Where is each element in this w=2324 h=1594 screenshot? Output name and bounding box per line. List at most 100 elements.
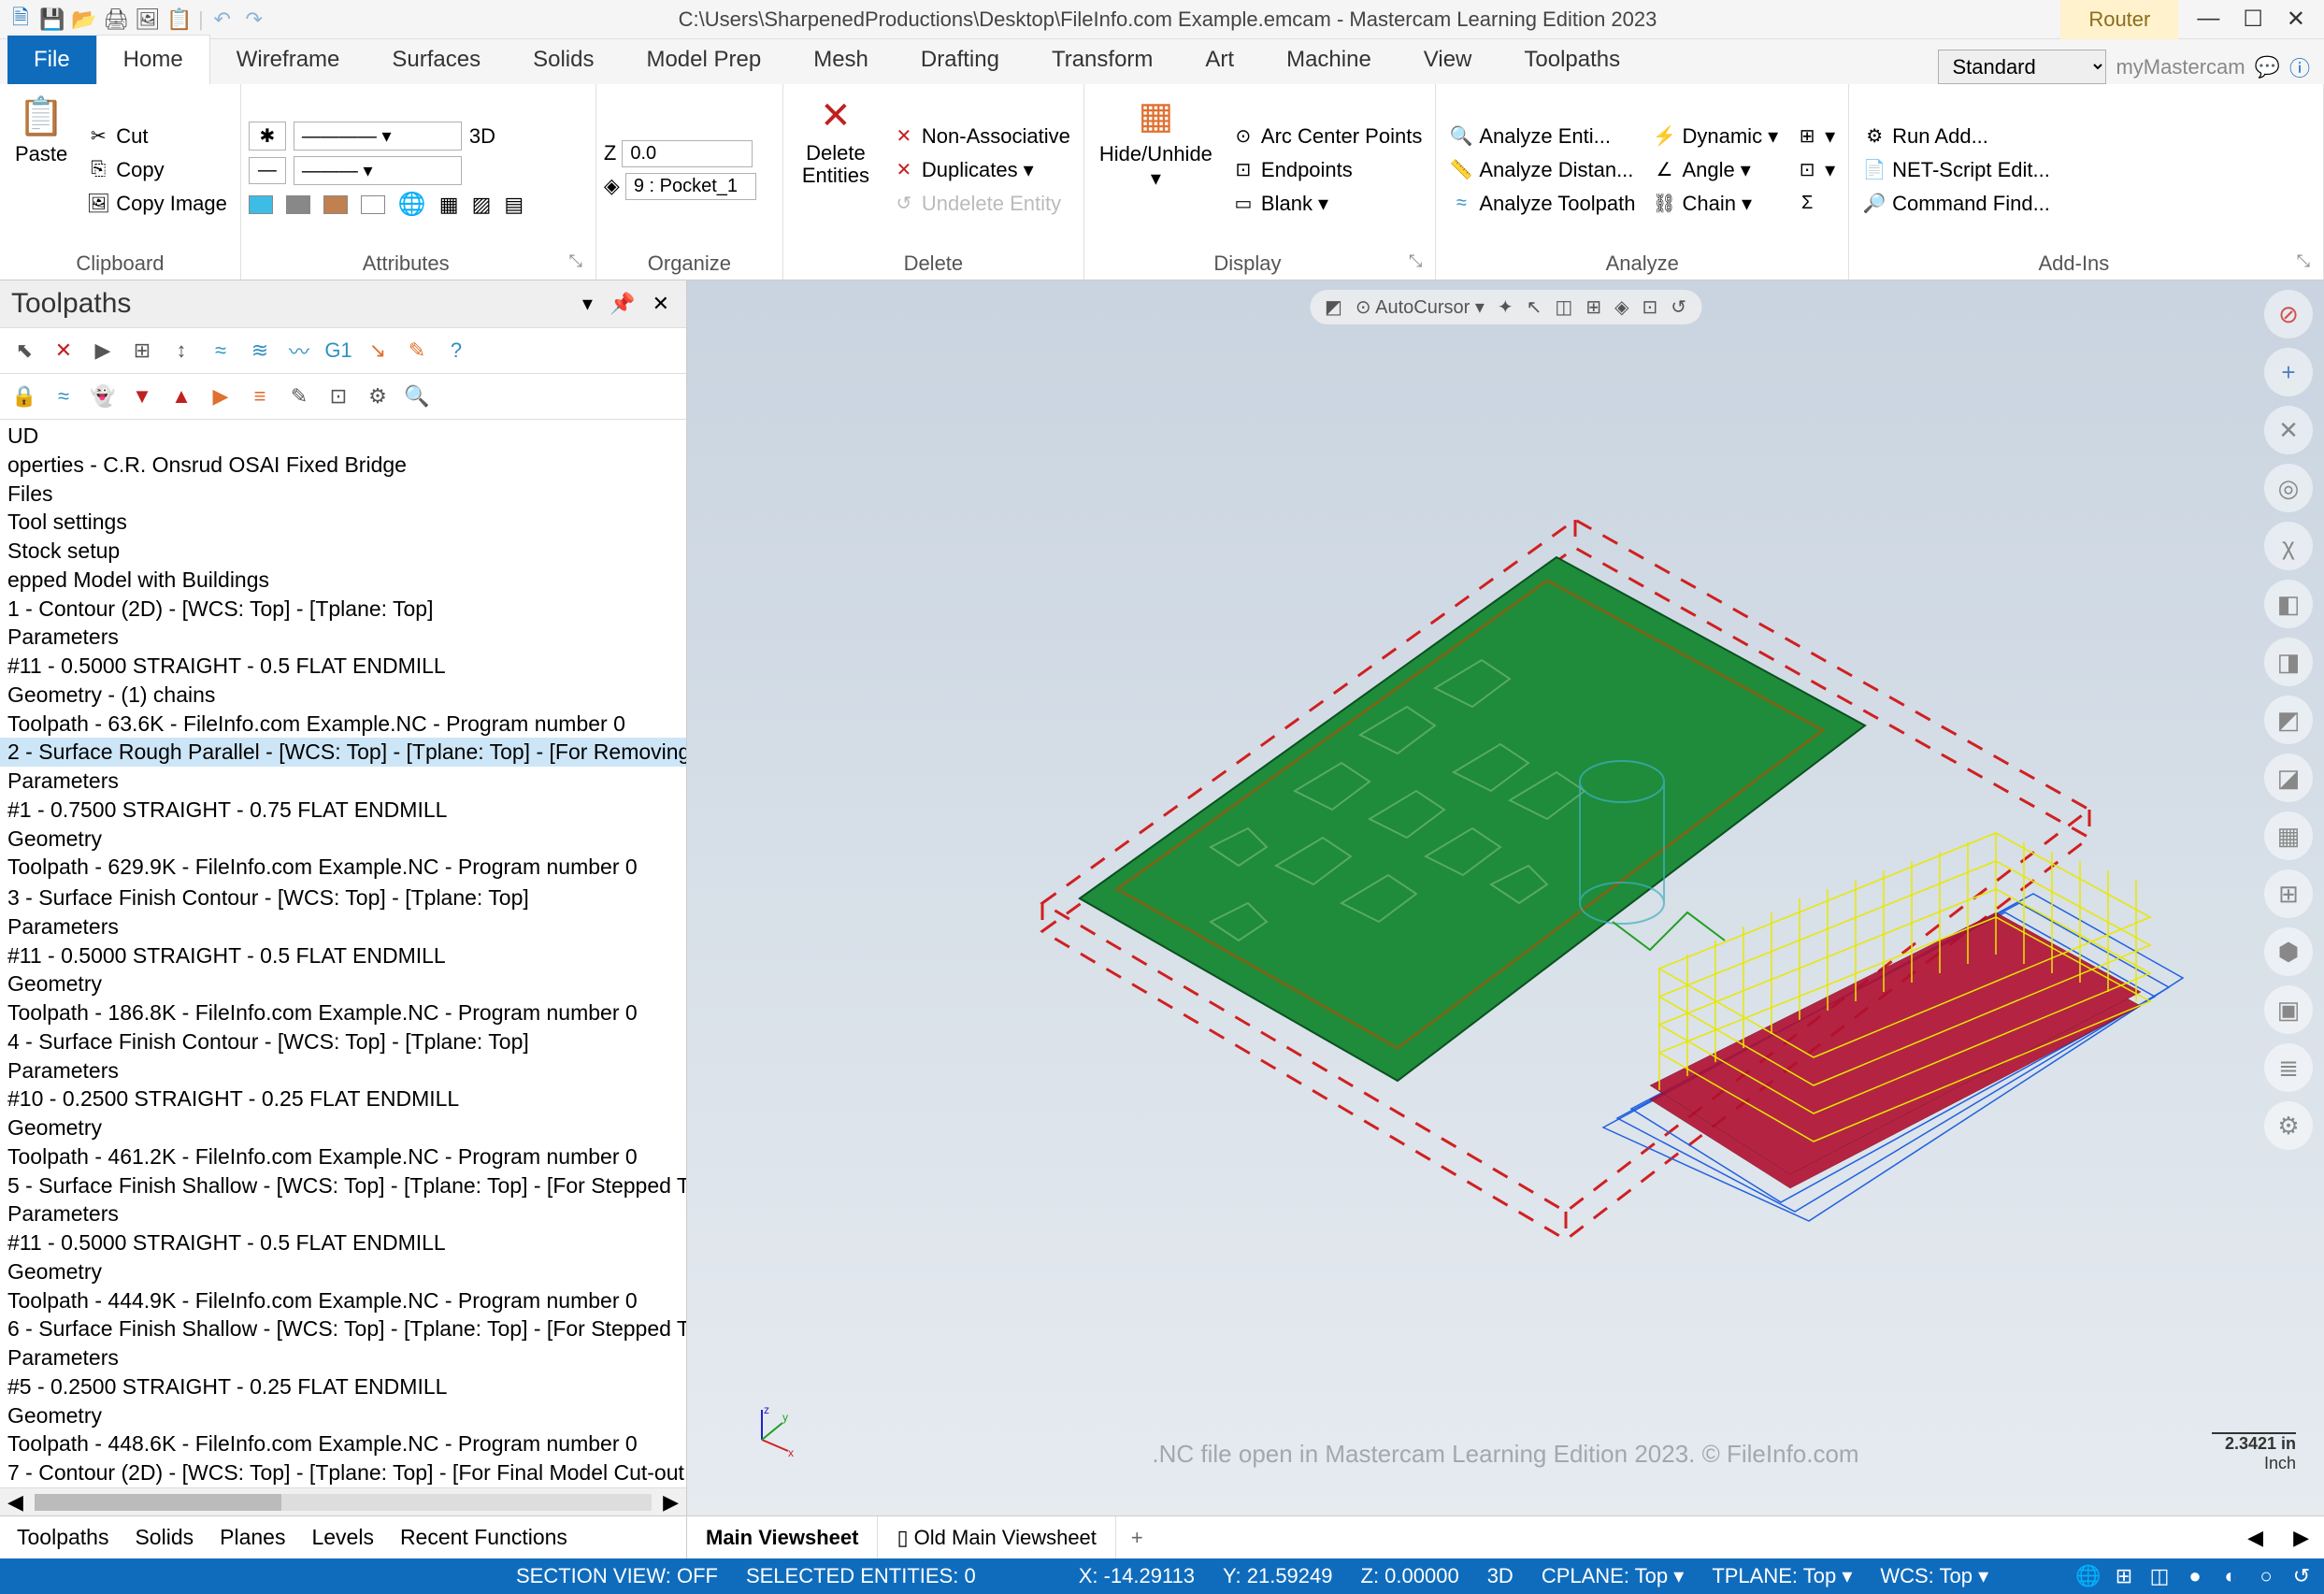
tab-view[interactable]: View xyxy=(1398,36,1499,84)
tp-tool-feed[interactable]: ✎ xyxy=(402,336,432,366)
tree-row[interactable]: Parameters xyxy=(0,1199,686,1228)
tree-row[interactable]: Parameters xyxy=(0,912,686,941)
attr-icon-3[interactable]: ▤ xyxy=(504,193,524,217)
analyze-chain-button[interactable]: ⛓Chain ▾ xyxy=(1647,188,1785,220)
tree-row[interactable]: 5 - Surface Finish Shallow - [WCS: Top] … xyxy=(0,1171,686,1200)
analyze-extra-2[interactable]: ⊡▾ xyxy=(1789,154,1841,186)
color-swatch-3[interactable] xyxy=(323,195,348,214)
open-icon[interactable]: 📂 xyxy=(71,7,97,33)
tab-wireframe[interactable]: Wireframe xyxy=(210,36,366,84)
tree-row[interactable]: Files xyxy=(0,480,686,509)
tree-row[interactable]: Toolpath - 461.2K - FileInfo.com Example… xyxy=(0,1142,686,1171)
tp-tool-adv2[interactable]: 🔍 xyxy=(402,381,432,411)
tree-row[interactable]: 3 - Surface Finish Contour - [WCS: Top] … xyxy=(0,883,686,912)
tab-mesh[interactable]: Mesh xyxy=(787,36,895,84)
print-icon[interactable]: 🖨 xyxy=(103,7,129,33)
hide-unhide-button[interactable]: ▦ Hide/Unhide ▾ xyxy=(1092,90,1220,250)
tree-row[interactable]: UD xyxy=(0,422,686,451)
attr-icon-2[interactable]: ▨ xyxy=(472,193,492,217)
viewsheet-add[interactable]: + xyxy=(1116,1516,1158,1558)
viewport[interactable]: ◩ ⊙ AutoCursor ▾ ✦ ↖ ◫ ⊞ ◈ ⊡ ↺ ⊘ + ✕ ◎ χ… xyxy=(687,280,2324,1515)
attr-icon-1[interactable]: ▦ xyxy=(439,193,459,217)
tp-tool-select[interactable]: ⬉ xyxy=(9,336,39,366)
status-cplane[interactable]: CPLANE: Top ▾ xyxy=(1542,1564,1685,1588)
tp-tool-misc[interactable]: ⊡ xyxy=(323,381,353,411)
redo-icon[interactable]: ↷ xyxy=(241,7,267,33)
tp-tool-wave2[interactable]: ≋ xyxy=(245,336,275,366)
z-input[interactable] xyxy=(622,140,753,167)
line-type-select[interactable]: ——— ▾ xyxy=(294,156,462,185)
paste-button[interactable]: 📋 Paste xyxy=(7,90,75,250)
cut-button[interactable]: ✂Cut xyxy=(80,121,233,152)
tab-file[interactable]: File xyxy=(7,36,96,84)
sb-sphere2-icon[interactable]: ◐ xyxy=(2219,1565,2242,1587)
analyze-extra-1[interactable]: ⊞▾ xyxy=(1789,121,1841,152)
display-launcher[interactable]: ⤡ xyxy=(1403,251,1427,271)
sb-globe-icon[interactable]: 🌐 xyxy=(2077,1565,2100,1587)
toolpaths-tree[interactable]: UDoperties - C.R. Onsrud OSAI Fixed Brid… xyxy=(0,420,686,1487)
tree-row[interactable]: Toolpath - 63.6K - FileInfo.com Example.… xyxy=(0,710,686,739)
context-tab-router[interactable]: Router xyxy=(2060,0,2178,39)
tree-row[interactable]: Parameters xyxy=(0,1343,686,1372)
addins-launcher[interactable]: ⤡ xyxy=(2291,251,2316,271)
tp-tool-post[interactable]: ↘ xyxy=(363,336,393,366)
tp-tool-equal[interactable]: ≡ xyxy=(245,381,275,411)
tp-tool-x[interactable]: ✕ xyxy=(49,336,79,366)
status-tplane[interactable]: TPLANE: Top ▾ xyxy=(1712,1564,1852,1588)
tree-row[interactable]: Geometry - (1) chains xyxy=(0,681,686,710)
clipboard-icon[interactable]: 📋 xyxy=(166,7,193,33)
color-swatch-4[interactable] xyxy=(361,195,385,214)
tree-row[interactable]: Parameters xyxy=(0,1056,686,1085)
tp-tool-lock[interactable]: 🔒 xyxy=(9,381,39,411)
color-swatch-2[interactable] xyxy=(286,195,310,214)
btab-recent[interactable]: Recent Functions xyxy=(400,1525,567,1550)
tp-tool-ghost[interactable]: 👻 xyxy=(88,381,118,411)
tree-row[interactable]: Geometry xyxy=(0,1401,686,1430)
net-script-button[interactable]: 📄NET-Script Edit... xyxy=(1857,154,2056,186)
btab-solids[interactable]: Solids xyxy=(135,1525,194,1550)
tp-tool-wave3[interactable]: 〰 xyxy=(284,336,314,366)
tree-row[interactable]: Geometry xyxy=(0,969,686,998)
template-select[interactable]: Standard xyxy=(1938,50,2106,84)
tab-drafting[interactable]: Drafting xyxy=(895,36,1026,84)
panel-pin-icon[interactable]: 📌 xyxy=(604,292,640,315)
point-style-select[interactable]: ✱ xyxy=(249,122,286,151)
undelete-button[interactable]: ↺Undelete Entity xyxy=(886,188,1076,220)
material-icon[interactable]: 🌐 xyxy=(398,191,426,218)
new-icon[interactable]: 🗎 xyxy=(7,7,34,33)
delete-entities-button[interactable]: ✕ Delete Entities xyxy=(791,90,881,250)
tp-tool-insert[interactable]: ▶ xyxy=(88,336,118,366)
btab-planes[interactable]: Planes xyxy=(220,1525,285,1550)
tp-tool-display[interactable]: ≈ xyxy=(49,381,79,411)
tree-row[interactable]: Parameters xyxy=(0,767,686,796)
level-input[interactable] xyxy=(625,173,756,200)
viewsheet-old[interactable]: ▯ Old Main Viewsheet xyxy=(878,1516,1115,1558)
mymastercam-link[interactable]: myMastercam xyxy=(2116,55,2245,79)
tp-tool-down[interactable]: ▼ xyxy=(127,381,157,411)
tree-row[interactable]: #11 - 0.5000 STRAIGHT - 0.5 FLAT ENDMILL xyxy=(0,941,686,970)
save-icon[interactable]: 💾 xyxy=(39,7,65,33)
tree-row[interactable]: Toolpath - 629.9K - FileInfo.com Example… xyxy=(0,853,686,882)
tree-row[interactable]: Stock setup xyxy=(0,537,686,566)
tp-tool-help[interactable]: ? xyxy=(441,336,471,366)
tab-surfaces[interactable]: Surfaces xyxy=(366,36,507,84)
blank-button[interactable]: ▭Blank ▾ xyxy=(1226,188,1427,220)
attributes-launcher[interactable]: ⤡ xyxy=(563,251,587,271)
duplicates-button[interactable]: ✕Duplicates ▾ xyxy=(886,154,1076,186)
undo-icon[interactable]: ↶ xyxy=(209,7,236,33)
tp-tool-g1[interactable]: G1 xyxy=(323,336,353,366)
viewsheet-main[interactable]: Main Viewsheet xyxy=(687,1516,878,1558)
tp-tool-right[interactable]: ▶ xyxy=(206,381,236,411)
tree-row[interactable]: #11 - 0.5000 STRAIGHT - 0.5 FLAT ENDMILL xyxy=(0,652,686,681)
close-button[interactable]: ✕ xyxy=(2287,6,2305,33)
sb-reset-icon[interactable]: ↺ xyxy=(2290,1565,2313,1587)
tree-row[interactable]: 6 - Surface Finish Shallow - [WCS: Top] … xyxy=(0,1314,686,1343)
tree-row[interactable]: 7 - Contour (2D) - [WCS: Top] - [Tplane:… xyxy=(0,1458,686,1487)
info-icon[interactable]: ⓘ xyxy=(2289,52,2310,82)
line-style-select[interactable]: ———— ▾ xyxy=(294,122,462,151)
copy-button[interactable]: ⎘Copy xyxy=(80,154,233,186)
sb-wire-icon[interactable]: ◫ xyxy=(2148,1565,2171,1587)
tree-row[interactable]: Toolpath - 448.6K - FileInfo.com Example… xyxy=(0,1429,686,1458)
tab-model-prep[interactable]: Model Prep xyxy=(620,36,787,84)
analyze-dynamic-button[interactable]: ⚡Dynamic ▾ xyxy=(1647,121,1785,152)
